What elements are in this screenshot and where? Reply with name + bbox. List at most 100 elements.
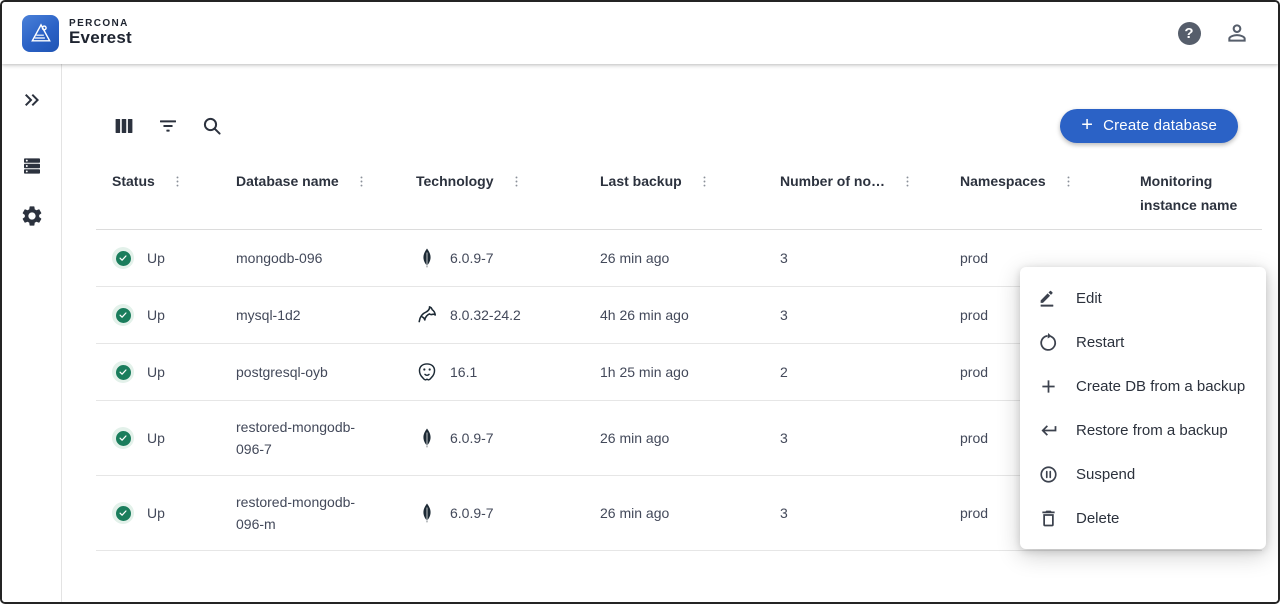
column-header-database-name[interactable]: Database name xyxy=(220,157,400,205)
help-icon: ? xyxy=(1177,21,1201,45)
mysql-logo-icon xyxy=(418,306,437,323)
mongodb-icon xyxy=(416,500,438,526)
last-backup-cell: 1h 25 min ago xyxy=(600,364,689,380)
menu-item-restart[interactable]: Restart xyxy=(1020,320,1266,364)
menu-item-delete[interactable]: Delete xyxy=(1020,496,1266,540)
menu-item-restore-from-a-backup[interactable]: Restore from a backup xyxy=(1020,408,1266,452)
technology-version: 6.0.9-7 xyxy=(450,430,494,446)
columns-icon xyxy=(115,118,133,133)
table-row[interactable]: Up mongodb-096 6.0.9-7 26 min ago 3 prod xyxy=(96,230,1262,287)
sidebar-expand-button[interactable] xyxy=(16,86,48,114)
database-name: restored-mongodb-096-m xyxy=(236,494,356,532)
status-badge xyxy=(112,361,134,383)
column-menu-icon[interactable] xyxy=(508,173,525,190)
menu-item-label: Restart xyxy=(1076,333,1125,351)
filter-icon xyxy=(160,119,176,132)
trash-icon xyxy=(1042,510,1055,526)
column-menu-icon[interactable] xyxy=(1060,173,1077,190)
return-icon xyxy=(1041,424,1057,436)
menu-item-label: Restore from a backup xyxy=(1076,421,1228,439)
column-menu-icon[interactable] xyxy=(899,173,916,190)
number-of-nodes-cell: 2 xyxy=(780,364,788,380)
column-header-technology[interactable]: Technology xyxy=(400,157,584,205)
status-check-icon xyxy=(115,307,131,323)
check-icon xyxy=(119,435,127,441)
column-label: Monitoring instance name xyxy=(1140,173,1238,213)
database-name-cell: mysql-1d2 xyxy=(220,289,400,341)
help-button[interactable]: ? xyxy=(1174,18,1204,48)
column-label: Namespaces xyxy=(960,173,1046,189)
table-body: Up mongodb-096 6.0.9-7 26 min ago 3 prod Up mys… xyxy=(96,230,1262,551)
database-name: mongodb-096 xyxy=(236,250,323,266)
column-header-namespaces[interactable]: Namespaces xyxy=(944,157,1124,205)
row-actions-menu: Edit Restart Create DB from a backup Restor… xyxy=(1020,267,1266,549)
column-visibility-button[interactable] xyxy=(110,112,138,140)
create-database-button[interactable]: + Create database xyxy=(1060,108,1238,143)
menu-item-edit[interactable]: Edit xyxy=(1020,276,1266,320)
menu-item-create-db-from-a-backup[interactable]: Create DB from a backup xyxy=(1020,364,1266,408)
mongodb-icon xyxy=(416,425,438,451)
percona-everest-logo-icon xyxy=(22,14,59,52)
brand-everest: Everest xyxy=(69,28,132,48)
brand-logo[interactable]: PERCONA Everest xyxy=(22,14,132,52)
status-badge xyxy=(112,304,134,326)
column-menu-icon[interactable] xyxy=(696,173,713,190)
databases-icon xyxy=(23,158,40,174)
namespaces-cell: prod xyxy=(960,505,989,521)
search-icon xyxy=(203,117,221,135)
profile-button[interactable] xyxy=(1222,18,1252,48)
column-header-monitoring-instance-name[interactable]: Monitoring instance name xyxy=(1124,157,1262,229)
brand-percona: PERCONA xyxy=(69,17,129,29)
menu-item-suspend[interactable]: Suspend xyxy=(1020,452,1266,496)
last-backup-cell: 26 min ago xyxy=(600,430,670,446)
technology-version: 16.1 xyxy=(450,364,478,380)
status-cell: Up xyxy=(96,232,220,284)
status-check-icon xyxy=(115,430,131,446)
last-backup-cell: 26 min ago xyxy=(600,505,670,521)
namespaces-cell: prod xyxy=(960,430,989,446)
column-header-last-backup[interactable]: Last backup xyxy=(584,157,764,205)
sidebar-item-settings[interactable] xyxy=(16,202,48,230)
double-chevron-right-icon xyxy=(24,94,39,106)
databases-table: Status Database name Technology Last backup… xyxy=(96,157,1262,551)
search-button[interactable] xyxy=(198,112,226,140)
status-badge xyxy=(112,247,134,269)
sidebar-item-databases[interactable] xyxy=(16,152,48,180)
table-row[interactable]: Up restored-mongodb-096-7 6.0.9-7 26 min ag… xyxy=(96,401,1262,476)
number-of-nodes-cell: 3 xyxy=(780,250,788,266)
column-label: Status xyxy=(112,173,155,189)
table-row[interactable]: Up mysql-1d2 8.0.32-24.2 4h 26 min ago 3 prod xyxy=(96,287,1262,344)
last-backup-cell: 4h 26 min ago xyxy=(600,307,689,323)
postgresql-icon xyxy=(416,359,438,385)
mongodb-icon xyxy=(416,245,438,271)
namespaces-cell: prod xyxy=(960,364,989,380)
table-row[interactable]: Up restored-mongodb-096-m 6.0.9-7 26 min ag… xyxy=(96,476,1262,551)
column-label: Last backup xyxy=(600,173,682,189)
column-label: Database name xyxy=(236,173,339,189)
namespaces-cell: prod xyxy=(960,250,989,266)
database-name: restored-mongodb-096-7 xyxy=(236,419,356,457)
column-header-status[interactable]: Status xyxy=(96,157,220,205)
column-menu-icon[interactable] xyxy=(169,173,186,190)
status-label: Up xyxy=(147,250,165,266)
plus-icon xyxy=(1042,379,1055,393)
technology-version: 6.0.9-7 xyxy=(450,505,494,521)
mongodb-logo-icon xyxy=(423,428,431,448)
status-check-icon xyxy=(115,505,131,521)
column-header-number-of-no[interactable]: Number of no… xyxy=(764,157,944,205)
pause-circle-icon xyxy=(1040,465,1057,483)
mongodb-logo-icon xyxy=(423,248,431,268)
number-of-nodes-cell: 3 xyxy=(780,430,788,446)
status-label: Up xyxy=(147,307,165,323)
number-of-nodes-cell: 3 xyxy=(780,307,788,323)
database-name-cell: postgresql-oyb xyxy=(220,346,400,398)
status-label: Up xyxy=(147,430,165,446)
filter-button[interactable] xyxy=(154,112,182,140)
database-name-cell: restored-mongodb-096-m xyxy=(220,476,400,550)
database-name-cell: restored-mongodb-096-7 xyxy=(220,401,400,475)
status-cell: Up xyxy=(96,487,220,539)
technology-cell: 16.1 xyxy=(400,344,584,400)
table-row[interactable]: Up postgresql-oyb 16.1 1h 25 min ago 2 prod xyxy=(96,344,1262,401)
column-menu-icon[interactable] xyxy=(353,173,370,190)
